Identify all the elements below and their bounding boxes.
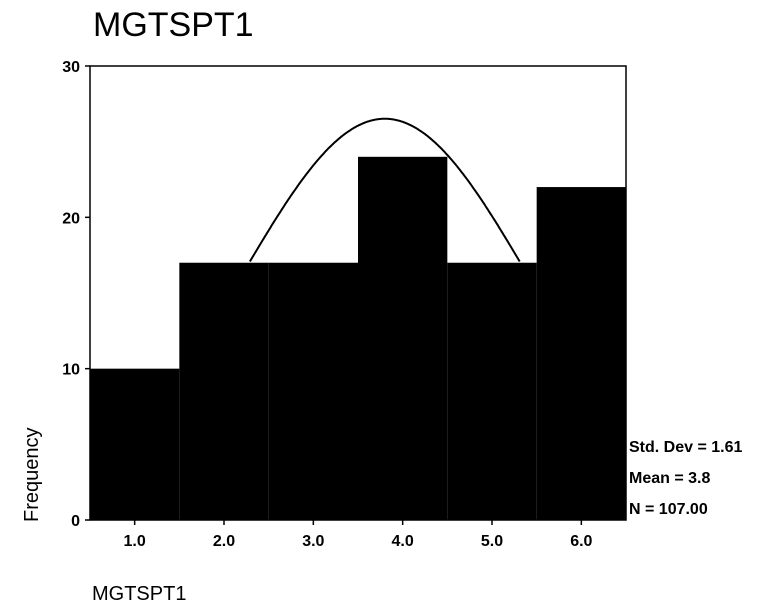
y-axis: 0 10 20 30 xyxy=(62,59,90,530)
bar-1.0 xyxy=(90,368,180,520)
normal-curve xyxy=(249,117,521,263)
n-stat: N = 107.00 xyxy=(629,501,708,518)
x-axis-label: MGTSPT1 xyxy=(92,583,186,605)
y-axis-label: Frequency xyxy=(21,428,43,523)
bar-4.0 xyxy=(358,156,448,521)
std-dev-stat: Std. Dev = 1.61 xyxy=(629,439,742,456)
x-tick-label-2.0: 2.0 xyxy=(213,533,235,550)
y-tick-label-20: 20 xyxy=(62,210,80,227)
bar-5.0 xyxy=(447,262,537,520)
y-tick-label-30: 30 xyxy=(62,59,80,76)
x-axis: 1.0 2.0 3.0 4.0 5.0 6.0 xyxy=(124,520,593,550)
x-tick-label-1.0: 1.0 xyxy=(124,533,146,550)
x-tick-label-4.0: 4.0 xyxy=(392,533,414,550)
normal-curve-group xyxy=(249,117,521,263)
x-tick-label-3.0: 3.0 xyxy=(302,533,324,550)
bar-2.0 xyxy=(179,262,269,520)
y-tick-label-10: 10 xyxy=(62,362,80,379)
x-tick-label-6.0: 6.0 xyxy=(570,533,592,550)
bar-3.0 xyxy=(268,262,358,520)
bar-6.0 xyxy=(536,187,626,521)
chart-title: MGTSPT1 xyxy=(93,6,254,44)
bars-group xyxy=(90,156,626,521)
x-tick-label-5.0: 5.0 xyxy=(481,533,503,550)
mean-stat: Mean = 3.8 xyxy=(629,470,710,487)
y-tick-label-0: 0 xyxy=(71,513,80,530)
